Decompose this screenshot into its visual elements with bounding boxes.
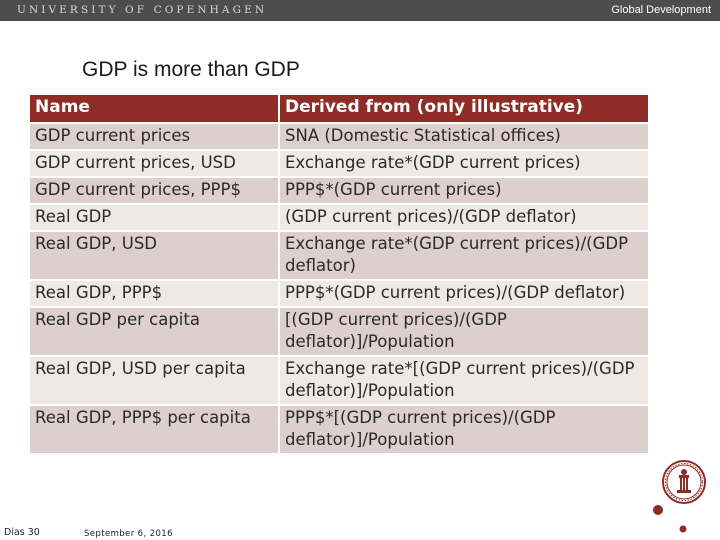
table-row: GDP current prices, USD Exchange rate*(G…	[28, 149, 650, 178]
university-seal-icon	[653, 460, 706, 533]
row-name: Real GDP, USD per capita	[28, 355, 280, 406]
row-name: GDP current prices	[28, 122, 280, 151]
row-name: Real GDP, PPP$	[28, 279, 280, 308]
row-name: GDP current prices, USD	[28, 149, 280, 178]
row-name: Real GDP, USD	[28, 230, 280, 281]
header-derived: Derived from (only illustrative)	[278, 93, 650, 124]
row-name: Real GDP	[28, 203, 280, 232]
row-derived: PPP$*[(GDP current prices)/(GDP deflator…	[278, 404, 650, 455]
table-row: Real GDP, USD per capita Exchange rate*[…	[28, 355, 650, 406]
table-row: Real GDP, PPP$ PPP$*(GDP current prices)…	[28, 279, 650, 308]
row-derived: Exchange rate*[(GDP current prices)/(GDP…	[278, 355, 650, 406]
row-derived: PPP$*(GDP current prices)/(GDP deflator)	[278, 279, 650, 308]
table-row: GDP current prices SNA (Domestic Statist…	[28, 122, 650, 151]
top-bar: UNIVERSITY OF COPENHAGEN Global Developm…	[0, 0, 720, 21]
row-derived: Exchange rate*(GDP current prices)	[278, 149, 650, 178]
table-row: Real GDP per capita [(GDP current prices…	[28, 306, 650, 357]
slide-title: GDP is more than GDP	[82, 58, 300, 81]
table-header-row: Name Derived from (only illustrative)	[28, 93, 650, 124]
slide-number: Dias 30	[4, 527, 40, 538]
row-derived: Exchange rate*(GDP current prices)/(GDP …	[278, 230, 650, 281]
row-name: Real GDP, PPP$ per capita	[28, 404, 280, 455]
row-name: GDP current prices, PPP$	[28, 176, 280, 205]
slide-date: September 6, 2016	[84, 529, 173, 539]
row-derived: [(GDP current prices)/(GDP deflator)]/Po…	[278, 306, 650, 357]
row-derived: (GDP current prices)/(GDP deflator)	[278, 203, 650, 232]
table-row: Real GDP, PPP$ per capita PPP$*[(GDP cur…	[28, 404, 650, 455]
row-derived: SNA (Domestic Statistical offices)	[278, 122, 650, 151]
table-row: Real GDP, USD Exchange rate*(GDP current…	[28, 230, 650, 281]
header-name: Name	[28, 93, 280, 124]
row-name: Real GDP per capita	[28, 306, 280, 357]
table-row: GDP current prices, PPP$ PPP$*(GDP curre…	[28, 176, 650, 205]
university-name: UNIVERSITY OF COPENHAGEN	[17, 4, 268, 16]
table-row: Real GDP (GDP current prices)/(GDP defla…	[28, 203, 650, 232]
department-name: Global Development	[611, 4, 711, 16]
gdp-table: Name Derived from (only illustrative) GD…	[28, 93, 650, 455]
row-derived: PPP$*(GDP current prices)	[278, 176, 650, 205]
